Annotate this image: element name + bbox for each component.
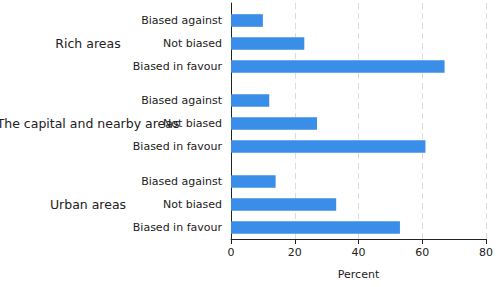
svg-text:Rich areas: Rich areas bbox=[55, 36, 120, 51]
svg-text:60: 60 bbox=[415, 246, 429, 259]
svg-text:Not biased: Not biased bbox=[163, 117, 222, 130]
svg-text:40: 40 bbox=[352, 246, 366, 259]
svg-text:Urban areas: Urban areas bbox=[50, 197, 126, 212]
svg-text:Percent: Percent bbox=[338, 268, 380, 281]
svg-text:80: 80 bbox=[479, 246, 493, 259]
svg-text:20: 20 bbox=[288, 246, 302, 259]
svg-text:Biased against: Biased against bbox=[141, 94, 223, 107]
svg-text:Biased against: Biased against bbox=[141, 14, 223, 27]
svg-text:Biased in favour: Biased in favour bbox=[133, 221, 223, 234]
svg-text:0: 0 bbox=[228, 246, 235, 259]
svg-text:The capital and nearby areas: The capital and nearby areas bbox=[0, 116, 179, 131]
svg-text:Biased against: Biased against bbox=[141, 175, 223, 188]
svg-text:Not biased: Not biased bbox=[163, 198, 222, 211]
svg-text:Biased in favour: Biased in favour bbox=[133, 140, 223, 153]
svg-text:Biased in favour: Biased in favour bbox=[133, 60, 223, 73]
svg-text:Not biased: Not biased bbox=[163, 37, 222, 50]
